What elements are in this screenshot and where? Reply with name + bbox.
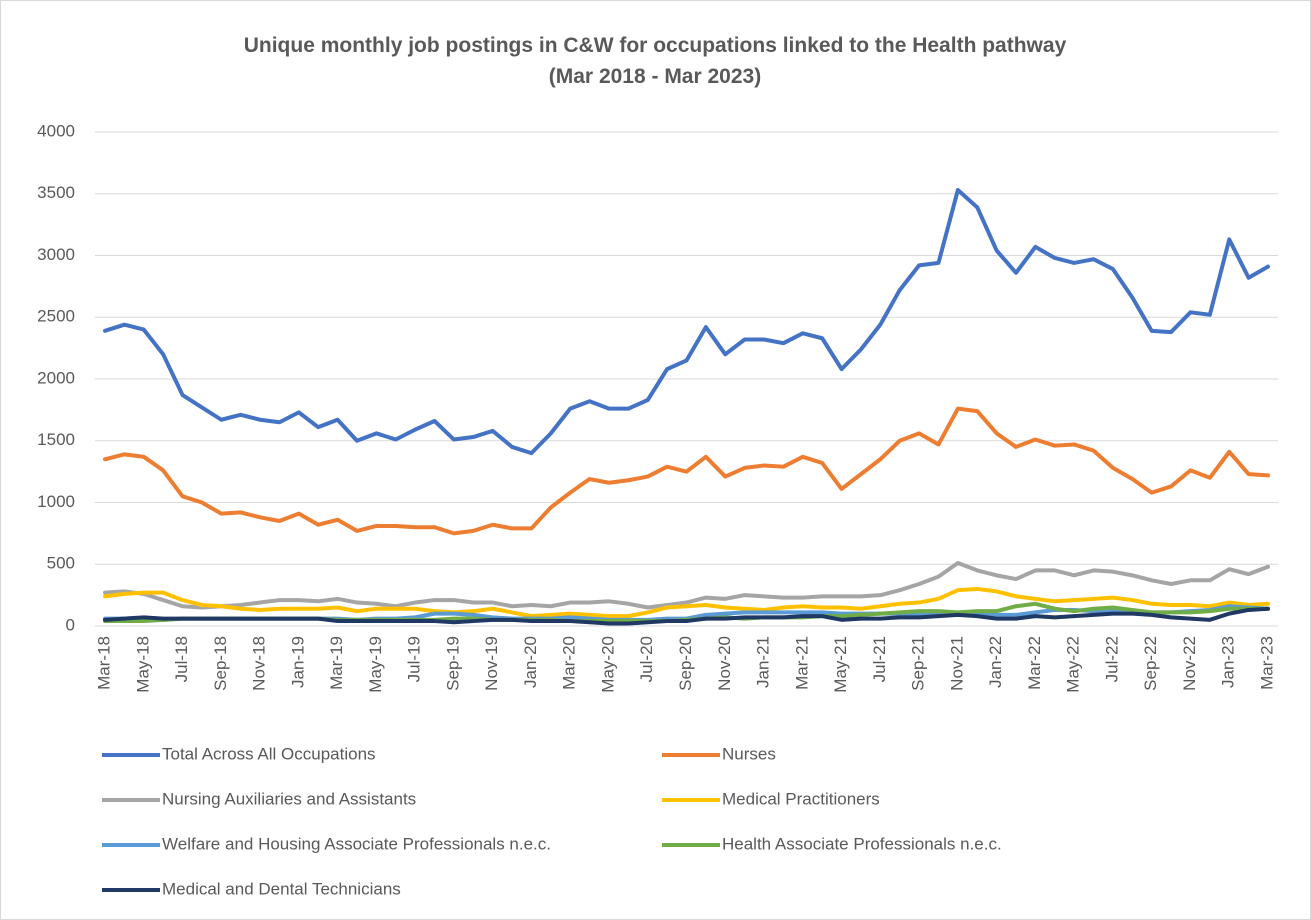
- x-tick-label: Jul-19: [405, 636, 424, 682]
- x-tick-label: Mar-22: [1025, 636, 1044, 690]
- legend-label: Total Across All Occupations: [162, 744, 376, 763]
- x-tick-label: Nov-18: [250, 636, 269, 691]
- x-tick-label: Jul-22: [1102, 636, 1121, 682]
- legend-label: Health Associate Professionals n.e.c.: [722, 834, 1002, 853]
- y-tick-label: 3500: [37, 183, 75, 202]
- chart-title: Unique monthly job postings in C&W for o…: [244, 34, 1067, 57]
- y-tick-label: 2000: [37, 368, 75, 387]
- x-tick-label: Jan-21: [754, 636, 773, 688]
- y-tick-label: 500: [47, 554, 75, 573]
- y-tick-label: 0: [66, 615, 75, 634]
- x-tick-label: Nov-21: [947, 636, 966, 691]
- x-tick-label: Jan-20: [521, 636, 540, 688]
- x-tick-label: Sep-20: [676, 636, 695, 691]
- x-tick-label: May-20: [598, 636, 617, 693]
- x-tick-label: Jul-21: [870, 636, 889, 682]
- legend-label: Nurses: [722, 744, 776, 763]
- x-tick-label: Mar-23: [1257, 636, 1276, 690]
- series-line: [103, 561, 1270, 610]
- x-tick-label: Nov-22: [1180, 636, 1199, 691]
- x-tick-label: Jul-18: [172, 636, 191, 682]
- x-tick-label: May-22: [1064, 636, 1083, 693]
- x-tick-label: May-21: [831, 636, 850, 693]
- series-line: [103, 188, 1270, 456]
- chart-subtitle: (Mar 2018 - Mar 2023): [549, 65, 761, 88]
- y-tick-label: 4000: [37, 121, 75, 140]
- x-tick-label: Sep-18: [211, 636, 230, 691]
- x-tick-label: Mar-19: [327, 636, 346, 690]
- legend-label: Nursing Auxiliaries and Assistants: [162, 789, 416, 808]
- series-line: [103, 606, 1270, 626]
- series-line: [103, 406, 1270, 536]
- x-tick-label: Jan-23: [1219, 636, 1238, 688]
- x-tick-label: May-19: [366, 636, 385, 693]
- x-tick-label: Mar-21: [792, 636, 811, 690]
- y-tick-label: 1500: [37, 430, 75, 449]
- x-tick-label: Jan-19: [288, 636, 307, 688]
- legend-label: Medical and Dental Technicians: [162, 879, 401, 898]
- y-tick-label: 3000: [37, 245, 75, 264]
- x-tick-label: Nov-20: [715, 636, 734, 691]
- x-tick-label: May-18: [133, 636, 152, 693]
- legend-label: Welfare and Housing Associate Profession…: [162, 834, 551, 853]
- legend-label: Medical Practitioners: [722, 789, 880, 808]
- x-tick-label: Jan-22: [986, 636, 1005, 688]
- series-line: [103, 586, 1270, 619]
- x-tick-label: Sep-22: [1141, 636, 1160, 691]
- x-tick-label: Sep-19: [443, 636, 462, 691]
- x-tick-label: Nov-19: [482, 636, 501, 691]
- y-tick-label: 2500: [37, 307, 75, 326]
- x-tick-label: Sep-21: [909, 636, 928, 691]
- x-tick-label: Mar-20: [560, 636, 579, 690]
- x-tick-label: Mar-18: [94, 636, 113, 690]
- x-tick-label: Jul-20: [637, 636, 656, 682]
- y-tick-label: 1000: [37, 492, 75, 511]
